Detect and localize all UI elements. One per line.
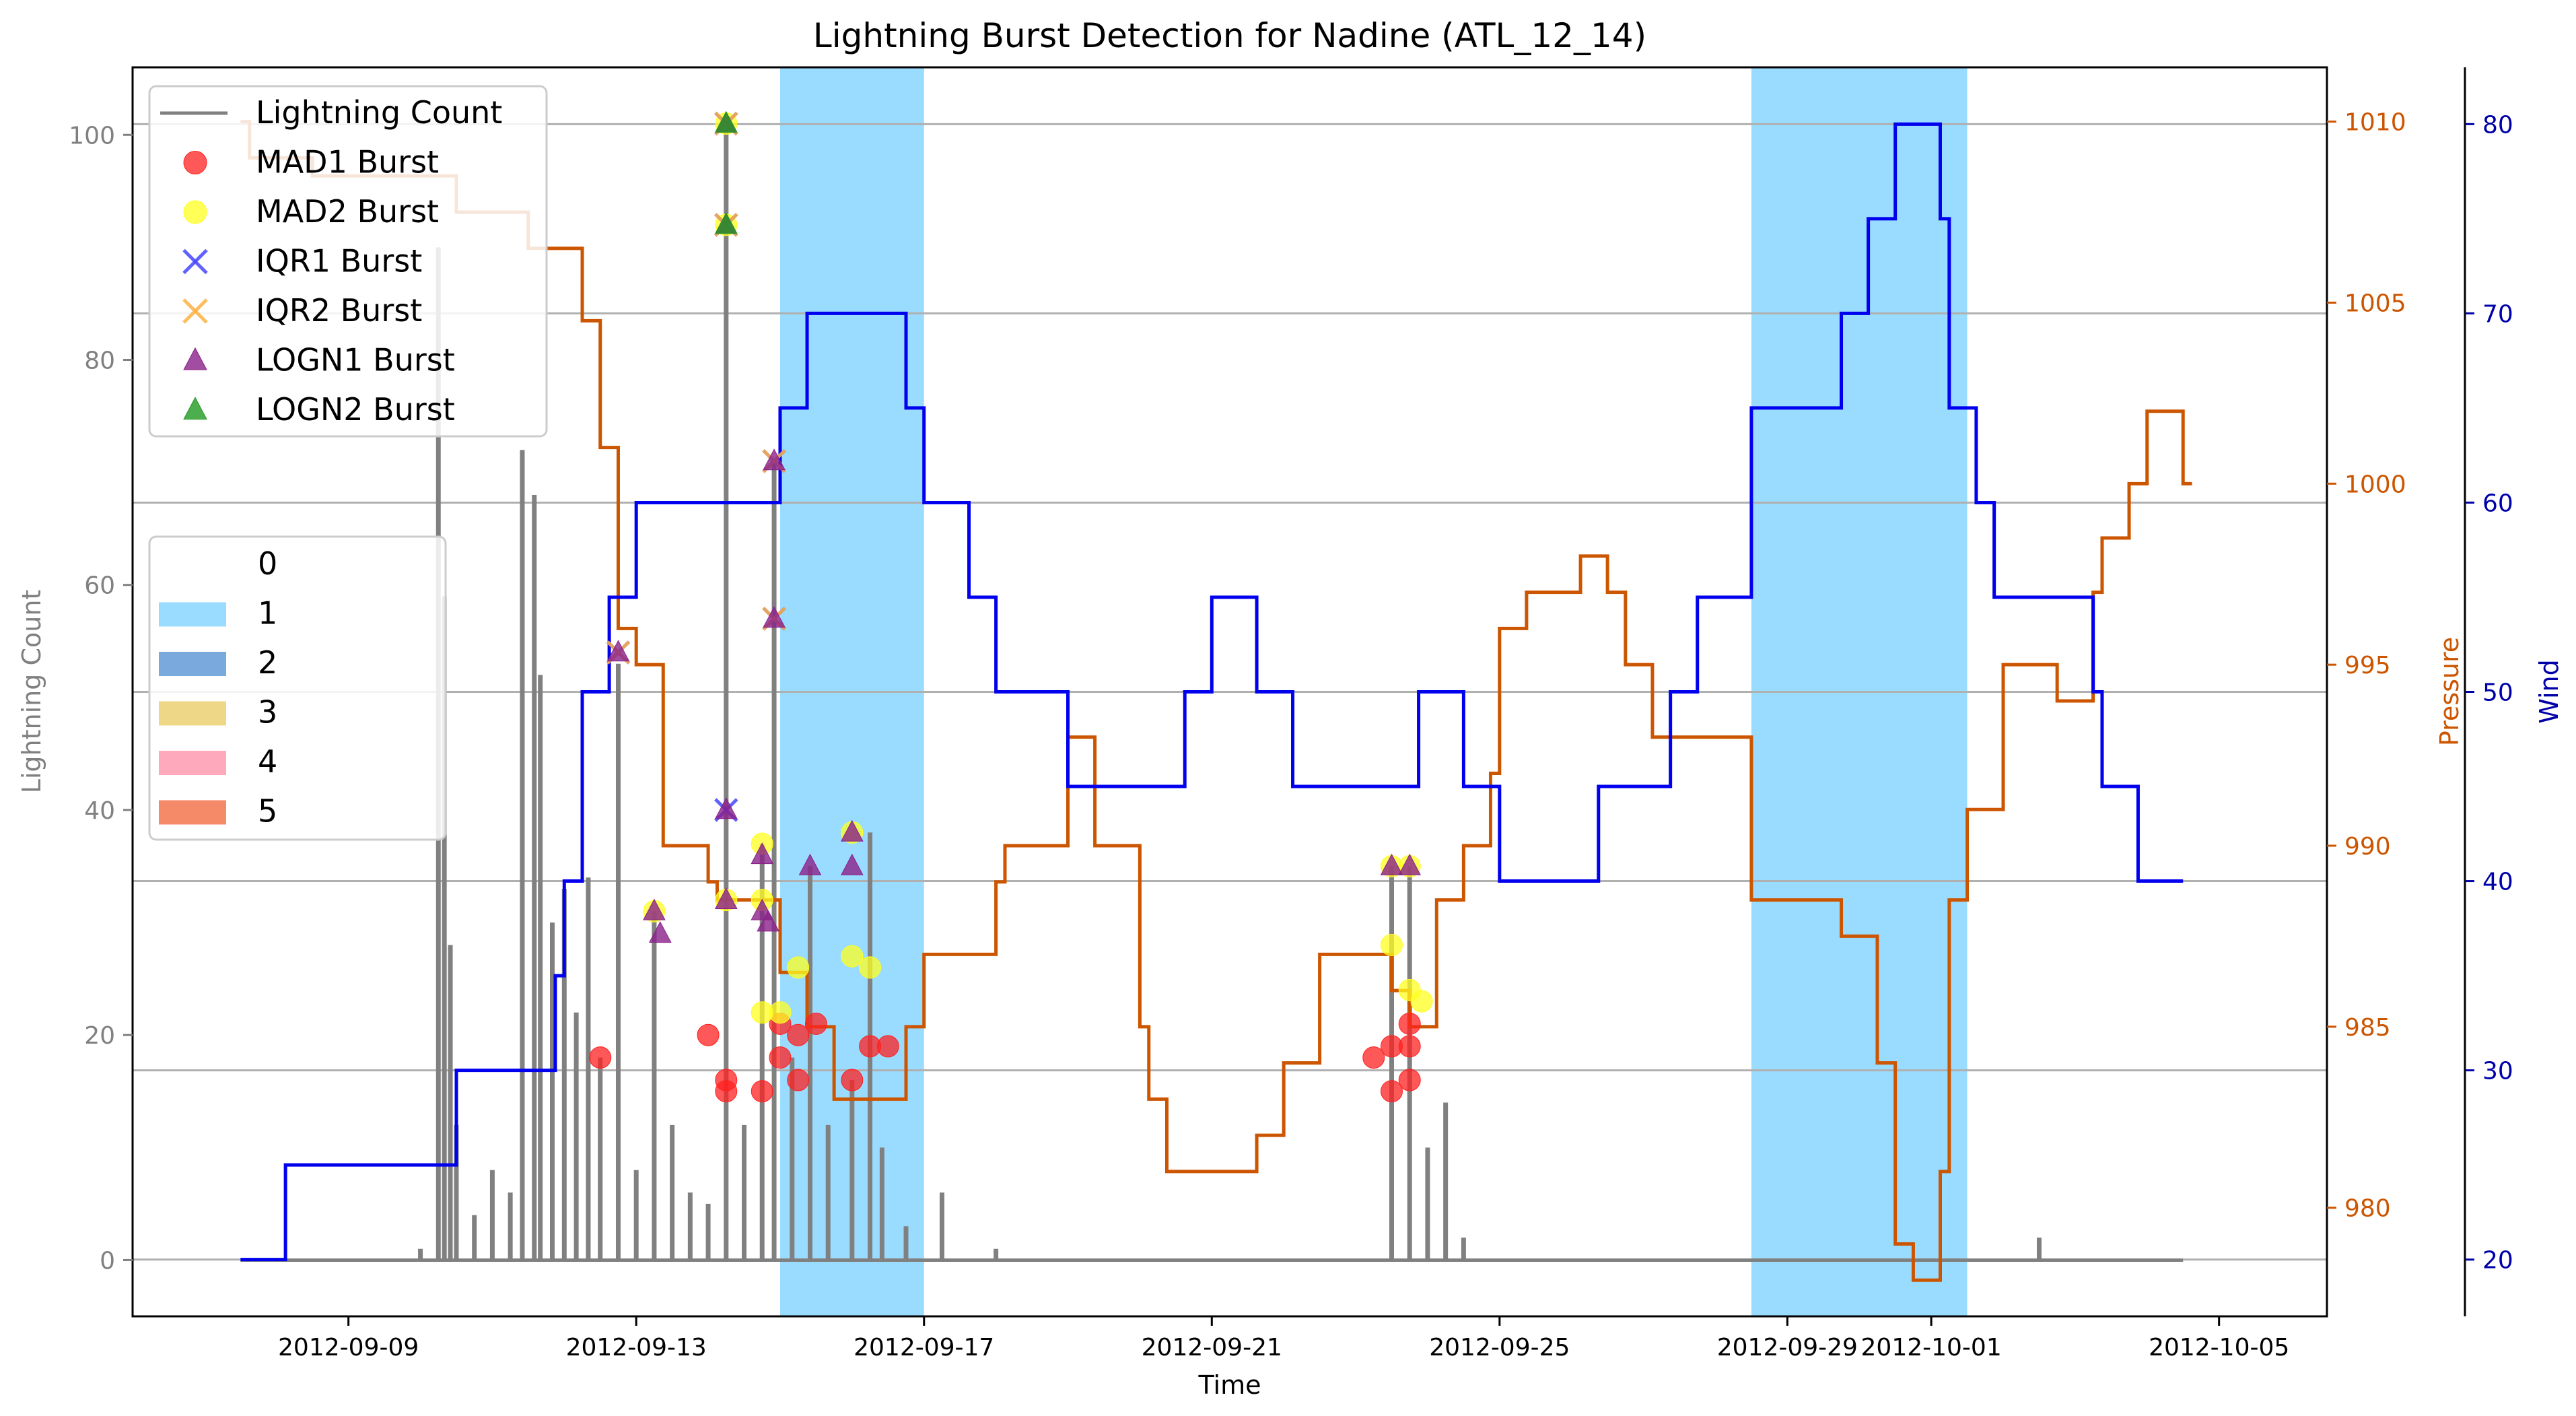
mad2-burst-marker — [1411, 990, 1432, 1012]
left-y-tick-label: 0 — [100, 1247, 115, 1275]
series-legend-label: IQR1 Burst — [256, 243, 422, 279]
wind-tick-label: 80 — [2482, 111, 2513, 139]
mad1-burst-marker — [769, 1047, 791, 1069]
mad1-burst-marker — [1399, 1069, 1420, 1091]
left-y-tick-label: 80 — [84, 347, 115, 375]
mad1-burst-marker — [590, 1047, 611, 1069]
series-legend-label: Lightning Count — [256, 94, 502, 131]
wind-tick-label: 30 — [2482, 1058, 2513, 1085]
mad1-burst-marker — [805, 1013, 827, 1034]
category-swatch — [159, 751, 226, 775]
category-legend-label: 4 — [258, 743, 277, 780]
left-y-tick-label: 100 — [69, 122, 115, 149]
left-y-tick-label: 60 — [84, 572, 115, 600]
x-tick-label: 2012-09-09 — [278, 1334, 419, 1361]
category-swatch — [159, 652, 226, 676]
x-tick-label: 2012-09-17 — [854, 1334, 994, 1361]
left-y-tick-label: 40 — [84, 797, 115, 825]
mad1-burst-marker — [697, 1024, 719, 1046]
mad1-burst-marker — [1399, 1013, 1420, 1034]
x-tick-label: 2012-09-13 — [566, 1334, 707, 1361]
mad1-burst-marker — [841, 1069, 863, 1091]
mad1-burst-marker — [877, 1036, 899, 1057]
category-legend-label: 2 — [258, 644, 277, 681]
series-legend-label: LOGN2 Burst — [256, 391, 455, 428]
pressure-tick-label: 985 — [2344, 1014, 2391, 1042]
category-legend-box — [149, 537, 446, 840]
wind-tick-label: 50 — [2482, 679, 2513, 707]
x-tick-label: 2012-09-29 — [1717, 1334, 1858, 1361]
category-swatch — [159, 801, 226, 825]
pressure-tick-label: 980 — [2344, 1195, 2391, 1223]
mad2-burst-marker — [1381, 935, 1402, 956]
category-legend-label: 1 — [258, 595, 277, 632]
mad2-burst-marker — [769, 1002, 791, 1023]
mad2-burst-marker — [788, 957, 809, 978]
series-legend-label: LOGN1 Burst — [256, 342, 455, 378]
pressure-axis-label: Pressure — [2435, 637, 2464, 746]
x-tick-label: 2012-09-21 — [1142, 1334, 1282, 1361]
wind-tick-label: 20 — [2482, 1247, 2513, 1275]
wind-axis-label: Wind — [2534, 659, 2564, 724]
mad2-burst-marker — [860, 957, 881, 978]
category-legend-label: 3 — [258, 694, 277, 731]
x-tick-label: 2012-10-05 — [2149, 1334, 2289, 1361]
x-tick-label: 2012-10-01 — [1861, 1334, 2002, 1361]
category-swatch — [159, 702, 226, 726]
left-y-tick-label: 20 — [84, 1022, 115, 1050]
category-swatch — [159, 603, 226, 627]
chart-title: Lightning Burst Detection for Nadine (AT… — [813, 16, 1646, 55]
x-tick-label: 2012-09-25 — [1429, 1334, 1570, 1361]
category-legend-label: 0 — [258, 545, 277, 582]
category-legend: 0 1 2 3 4 5 — [149, 537, 446, 840]
mad1-burst-marker — [716, 1081, 737, 1102]
series-legend: Lightning Count MAD1 Burst MAD2 Burst IQR1 … — [149, 86, 547, 436]
legend-swatch-circle — [184, 201, 207, 224]
series-legend-label: MAD1 Burst — [256, 144, 439, 180]
mad1-burst-marker — [1399, 1036, 1420, 1057]
series-legend-label: IQR2 Burst — [256, 292, 422, 329]
legend-swatch-circle — [184, 151, 207, 174]
category-legend-label: 5 — [258, 793, 277, 830]
wind-tick-label: 70 — [2482, 300, 2513, 328]
left-y-axis-label: Lightning Count — [17, 590, 46, 794]
pressure-tick-label: 1000 — [2344, 471, 2406, 498]
pressure-tick-label: 990 — [2344, 833, 2391, 861]
category-swatch — [159, 553, 226, 577]
x-axis-label: Time — [1198, 1370, 1261, 1400]
pressure-tick-label: 995 — [2344, 652, 2391, 679]
wind-tick-label: 60 — [2482, 490, 2513, 517]
series-legend-label: MAD2 Burst — [256, 193, 439, 230]
wind-tick-label: 40 — [2482, 869, 2513, 896]
pressure-tick-label: 1005 — [2344, 290, 2406, 317]
pressure-tick-label: 1010 — [2344, 109, 2406, 137]
mad1-burst-marker — [751, 1081, 773, 1102]
mad1-burst-marker — [788, 1069, 809, 1091]
